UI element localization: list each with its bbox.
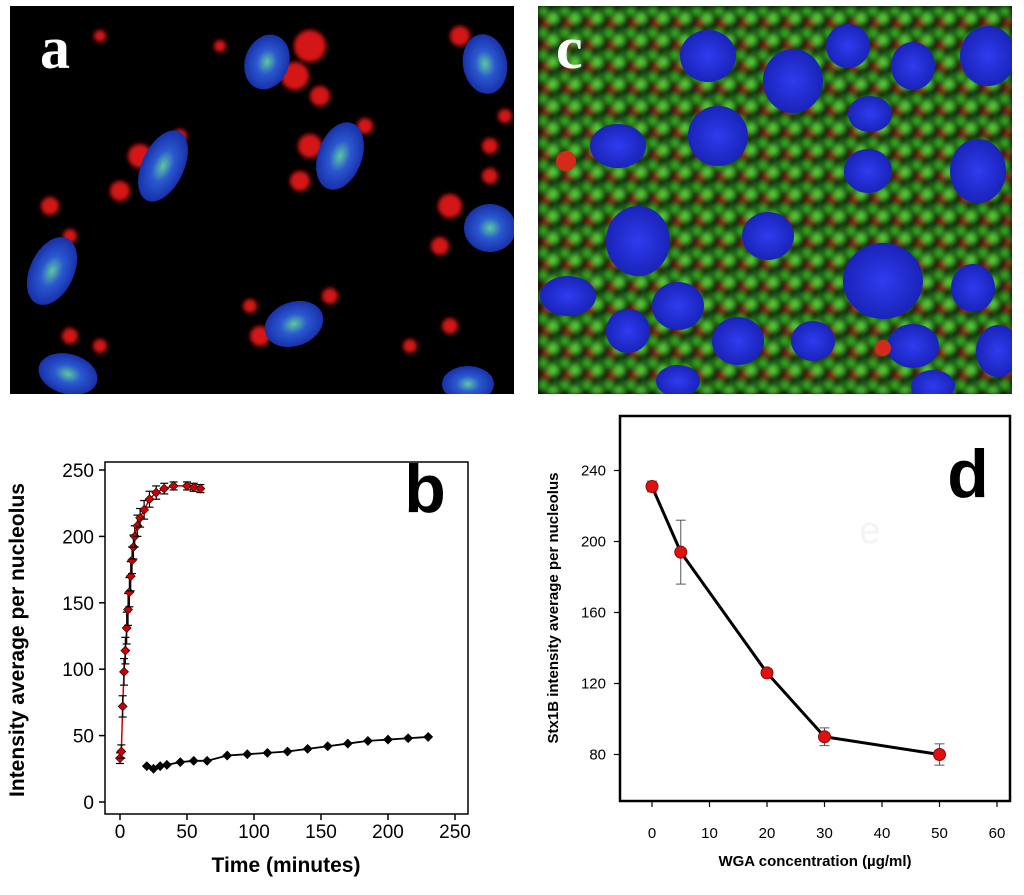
y-tick-label-d: 120 xyxy=(581,676,606,693)
x-tick-label-d: 60 xyxy=(989,825,1006,842)
panel-letter-b: b xyxy=(404,451,446,527)
faint-letter-e: e xyxy=(859,510,880,552)
panel-letter-d: d xyxy=(947,436,989,512)
x-tick-label-b: 50 xyxy=(176,822,197,843)
series-line-d xyxy=(650,485,940,756)
data-point-b xyxy=(188,755,199,766)
data-point-b xyxy=(423,732,434,742)
data-point-b xyxy=(262,747,273,758)
x-tick-label-b: 150 xyxy=(305,822,337,843)
data-point-b xyxy=(188,482,199,493)
micrograph-c: c xyxy=(538,6,1012,394)
data-point-b xyxy=(175,757,186,768)
data-point-b xyxy=(168,481,179,491)
data-point-b xyxy=(202,755,213,766)
red-staining xyxy=(41,26,512,353)
data-point-b xyxy=(116,746,127,757)
data-point-b xyxy=(117,701,128,712)
x-tick-label-d: 20 xyxy=(759,825,776,842)
y-tick-label-b: 50 xyxy=(73,727,94,748)
nuclei-c xyxy=(540,24,1012,394)
y-tick-label-b: 250 xyxy=(62,461,94,482)
fit-line-b xyxy=(119,485,201,759)
x-tick-label-b: 200 xyxy=(372,822,404,843)
x-tick-label-b: 100 xyxy=(238,822,270,843)
x-tick-label-b: 0 xyxy=(115,822,126,843)
x-axis-label-d: WGA concentration (µg/ml) xyxy=(718,853,911,870)
data-point-b xyxy=(322,741,333,752)
data-point-b xyxy=(302,743,313,754)
y-tick-label-b: 100 xyxy=(62,660,94,681)
data-point-b xyxy=(342,738,353,749)
data-point-b xyxy=(222,750,233,761)
data-point-d xyxy=(674,545,688,559)
data-point-b xyxy=(282,746,293,757)
data-point-b xyxy=(119,666,129,677)
data-point-b xyxy=(403,733,414,744)
y-tick-label-b: 200 xyxy=(62,527,94,548)
series-b-0 xyxy=(115,481,206,765)
chart-d: 0 10 20 30 40 50 60 80 120 160 200 240 WGA concentra… xyxy=(545,414,1012,870)
nuclei xyxy=(26,34,514,394)
x-tick-label-d: 50 xyxy=(931,825,948,842)
panel-letter-a: a xyxy=(40,15,70,81)
x-tick-label-d: 30 xyxy=(816,825,833,842)
data-point-b xyxy=(159,483,170,494)
y-tick-label-b: 150 xyxy=(62,594,94,615)
x-tick-label-b: 250 xyxy=(439,822,471,843)
x-tick-label-d: 0 xyxy=(648,825,656,842)
x-tick-label-d: 40 xyxy=(874,825,891,842)
chart-b: 0 50 100 150 200 250 0 50 100 150 200 250 Time (minu… xyxy=(6,451,471,877)
micrograph-c-image xyxy=(538,6,1012,394)
plot-frame-d xyxy=(618,414,1012,803)
data-point-b xyxy=(383,734,393,745)
data-point-b xyxy=(182,481,192,491)
data-point-b xyxy=(135,512,146,523)
series-b-1 xyxy=(141,732,434,774)
data-point-b xyxy=(151,487,162,498)
y-axis-label-d: Stx1B intensity average per nucleolus xyxy=(545,473,562,744)
x-tick-label-d: 10 xyxy=(701,825,718,842)
data-point-b xyxy=(144,494,155,505)
y-tick-label-d: 240 xyxy=(581,463,606,480)
y-axis-label-b: Intensity average per nucleolus xyxy=(6,483,29,797)
x-axis-label-b: Time (minutes) xyxy=(212,854,361,877)
data-point-b xyxy=(195,483,206,494)
data-point-b xyxy=(120,645,131,656)
micrograph-a: a xyxy=(10,6,514,394)
y-tick-label-d: 160 xyxy=(581,605,606,622)
plot-frame-b xyxy=(104,461,469,815)
data-point-b xyxy=(242,749,253,760)
data-point-d xyxy=(760,666,774,680)
panel-letter-c: c xyxy=(556,15,583,81)
y-tick-label-d: 80 xyxy=(589,747,606,764)
data-point-b xyxy=(161,759,172,770)
y-tick-label-b: 0 xyxy=(83,793,94,814)
y-tick-label-d: 200 xyxy=(581,534,606,551)
micrograph-a-image xyxy=(26,26,514,394)
data-point-b xyxy=(362,735,373,746)
data-point-d xyxy=(818,730,831,744)
data-point-b xyxy=(124,587,135,598)
data-point-b xyxy=(127,555,137,566)
data-point-d xyxy=(645,479,659,493)
data-point-d xyxy=(933,748,946,761)
series-d xyxy=(645,479,946,766)
